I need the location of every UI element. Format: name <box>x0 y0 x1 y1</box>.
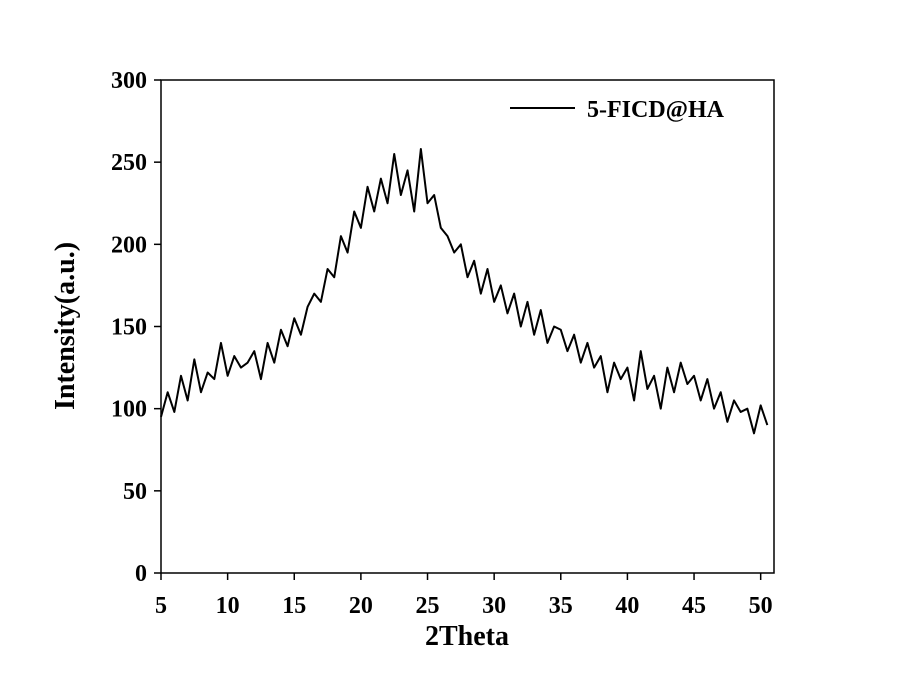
y-tick-label: 200 <box>111 232 147 258</box>
x-tick-label: 15 <box>282 593 306 619</box>
data-line <box>160 148 769 435</box>
x-tick-label: 40 <box>615 593 639 619</box>
y-tick-label: 250 <box>111 150 147 176</box>
x-tick-label: 25 <box>416 593 440 619</box>
x-tick-label: 20 <box>349 593 373 619</box>
x-tick-label: 5 <box>155 593 167 619</box>
x-tick-label: 10 <box>216 593 240 619</box>
legend-label: 5-FICD@HA <box>587 97 725 123</box>
plot-frame <box>160 79 775 574</box>
y-axis-title: Intensity(a.u.) <box>50 242 81 410</box>
y-tick-label: 100 <box>111 397 147 423</box>
x-tick-label: 50 <box>749 593 773 619</box>
y-tick-label: 0 <box>135 561 147 587</box>
x-tick-label: 35 <box>549 593 573 619</box>
x-axis-title: 2Theta <box>425 621 509 652</box>
y-tick-label: 50 <box>123 479 147 505</box>
x-tick-label: 30 <box>482 593 506 619</box>
y-tick-label: 300 <box>111 68 147 94</box>
y-tick-label: 150 <box>111 315 147 341</box>
x-tick-label: 45 <box>682 593 706 619</box>
